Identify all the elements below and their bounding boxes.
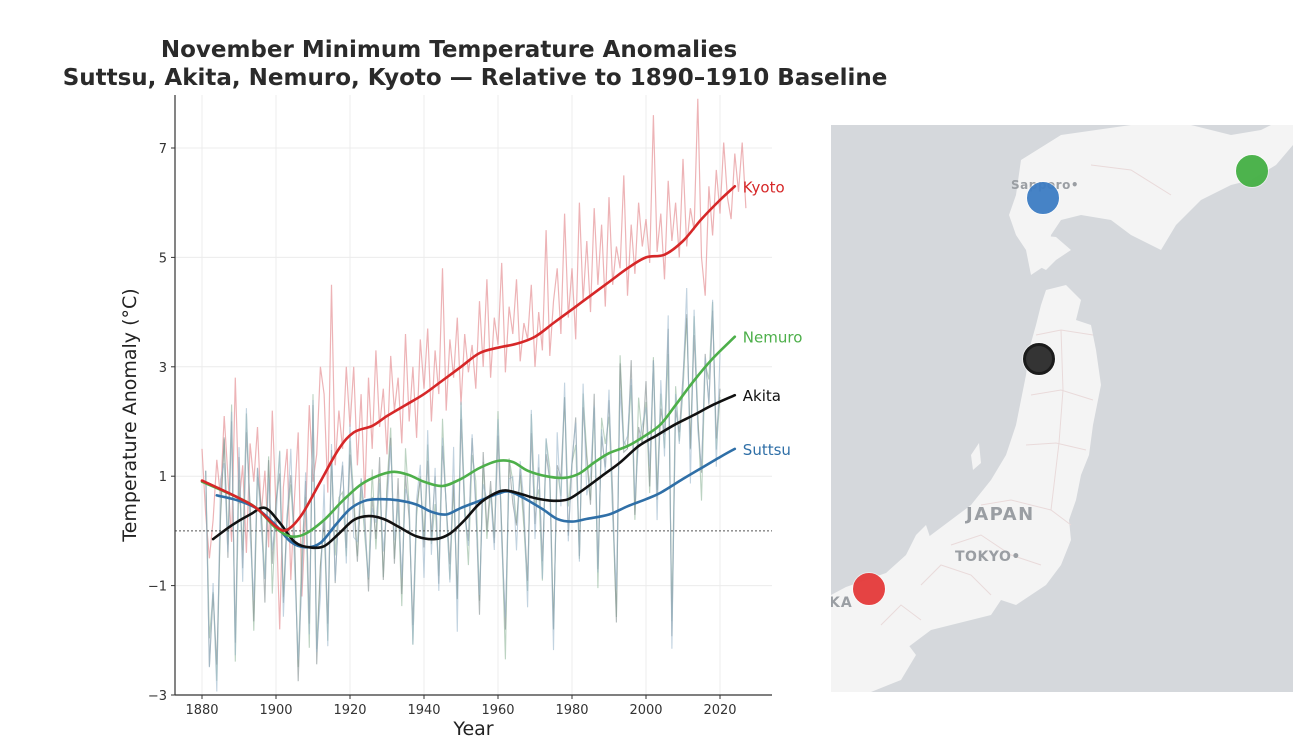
smoothed-line-kyoto <box>200 185 737 532</box>
raw-series-group <box>201 98 747 692</box>
sado-island-shape <box>971 443 981 470</box>
chart-title-line2: Suttsu, Akita, Nemuro, Kyoto — Relative … <box>62 65 888 91</box>
y-tick-label: 7 <box>159 142 167 157</box>
japan-landmass <box>831 125 1293 692</box>
x-tick-label: 1920 <box>333 703 366 718</box>
chart-title-line1: November Minimum Temperature Anomalies <box>160 37 738 63</box>
x-tick-label: 1880 <box>185 703 218 718</box>
map-label-tokyo: TOKYO• <box>955 549 1021 565</box>
marker-kyoto[interactable] <box>853 573 885 605</box>
raw-series-kyoto <box>201 98 747 630</box>
x-tick-label: 2020 <box>703 703 736 718</box>
marker-akita[interactable] <box>1023 343 1055 375</box>
y-tick-label: 5 <box>159 251 167 266</box>
series-labels: Suttsu Akita Nemuro Kyoto <box>743 178 803 459</box>
prefecture-borders <box>880 164 1172 626</box>
noto-peninsula-shape <box>906 525 931 555</box>
y-tick-label: 3 <box>159 361 167 376</box>
series-label-kyoto: Kyoto <box>743 178 785 196</box>
marker-suttsu[interactable] <box>1027 182 1059 214</box>
map-label-japan: JAPAN <box>966 504 1035 525</box>
station-map: Sapporo• JAPAN TOKYO• KA <box>831 125 1293 692</box>
smoothed-line-akita <box>211 393 737 550</box>
axes: 1880 1900 1920 1940 1960 1980 2000 2020 −3 −1 1 3 5 7 <box>148 95 772 718</box>
smoothed-line-nemuro <box>200 335 737 539</box>
smoothed-series-group <box>200 185 737 550</box>
x-axis-label: Year <box>452 718 493 740</box>
x-tick-label: 1900 <box>259 703 292 718</box>
x-tick-label: 2000 <box>629 703 662 718</box>
series-label-nemuro: Nemuro <box>743 329 803 347</box>
y-tick-label: −1 <box>148 580 167 595</box>
y-tick-label: −3 <box>148 689 167 704</box>
x-tick-label: 1960 <box>481 703 514 718</box>
map-label-osaka-partial: KA <box>831 595 853 611</box>
raw-series-suttsu <box>205 287 721 692</box>
x-tick-label: 1940 <box>407 703 440 718</box>
hokkaido-shape <box>1009 125 1293 275</box>
y-axis-label: Temperature Anomaly (°C) <box>119 288 141 542</box>
y-tick-label: 1 <box>159 470 167 485</box>
marker-nemuro[interactable] <box>1236 155 1268 187</box>
kii-peninsula-shape <box>851 635 916 692</box>
series-label-akita: Akita <box>743 387 781 405</box>
oshima-peninsula-shape <box>1036 235 1071 270</box>
x-tick-label: 1980 <box>555 703 588 718</box>
line-chart: 1880 1900 1920 1940 1960 1980 2000 2020 −3 −1 1 3 5 7… <box>119 95 803 740</box>
series-label-suttsu: Suttsu <box>743 441 791 459</box>
honshu-shape <box>831 285 1101 692</box>
